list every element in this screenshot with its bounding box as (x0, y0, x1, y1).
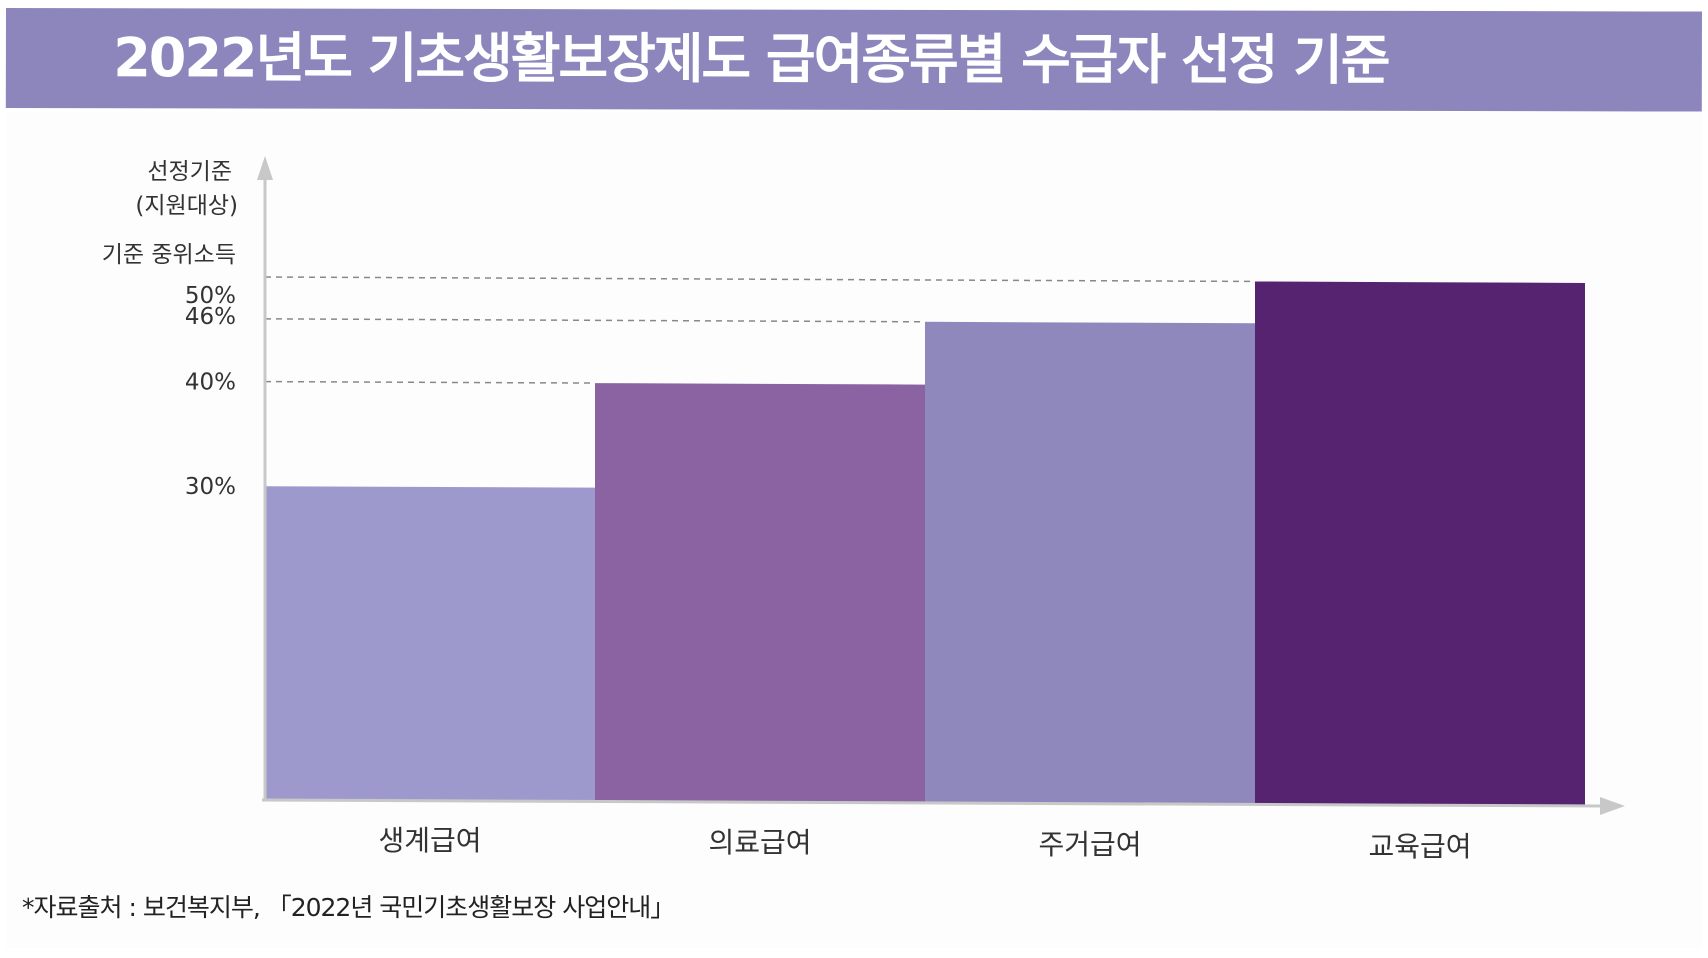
y-axis-arrow-icon (257, 156, 273, 180)
y-tick-label-30: 30% (185, 474, 236, 500)
bar-3 (925, 321, 1255, 805)
y-tick-label-40: 40% (185, 370, 236, 396)
bar-1 (265, 486, 595, 802)
y-axis-title-line3: 기준 중위소득 (102, 242, 236, 268)
y-tick-label-46: 46% (185, 304, 236, 330)
bar-2 (595, 383, 925, 803)
bar-4 (1255, 281, 1585, 806)
x-axis-line (261, 798, 1606, 808)
category-label-4: 교육급여 (1368, 830, 1471, 863)
gridline-46 (264, 318, 926, 323)
category-label-1: 생계급여 (378, 824, 481, 857)
y-tick-label-50: 50% (185, 283, 236, 309)
y-axis-title-line2: (지원대상) (135, 193, 238, 219)
y-axis-title-line1: 선정기준 (147, 159, 232, 185)
category-label-2: 의료급여 (708, 826, 811, 859)
x-axis-arrow-icon (1600, 797, 1625, 815)
gridline-50 (264, 276, 1256, 283)
category-label-3: 주거급여 (1038, 828, 1141, 861)
source-note: *자료출처 : 보건복지부, 「2022년 국민기초생활보장 사업안내」 (22, 893, 675, 922)
gridline-40 (264, 380, 596, 384)
